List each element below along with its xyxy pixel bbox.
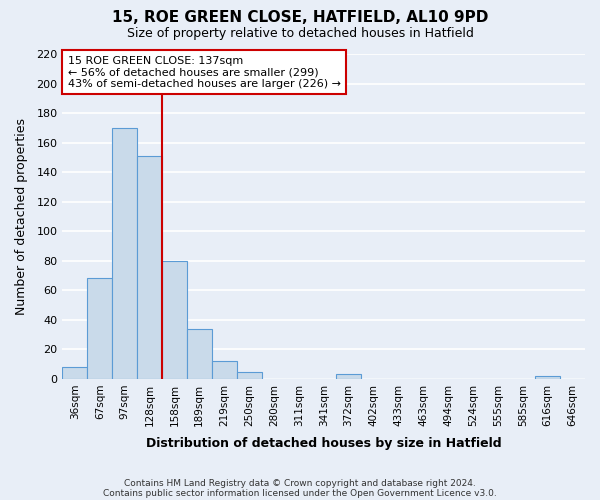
- Text: Contains public sector information licensed under the Open Government Licence v3: Contains public sector information licen…: [103, 488, 497, 498]
- Y-axis label: Number of detached properties: Number of detached properties: [15, 118, 28, 315]
- Bar: [187, 328, 212, 379]
- Bar: [62, 367, 88, 379]
- Bar: [137, 156, 162, 379]
- Bar: [212, 361, 236, 379]
- Bar: [162, 261, 187, 379]
- Bar: [112, 128, 137, 379]
- Text: Contains HM Land Registry data © Crown copyright and database right 2024.: Contains HM Land Registry data © Crown c…: [124, 478, 476, 488]
- Bar: [236, 372, 262, 379]
- Text: Size of property relative to detached houses in Hatfield: Size of property relative to detached ho…: [127, 28, 473, 40]
- Bar: [336, 374, 361, 379]
- X-axis label: Distribution of detached houses by size in Hatfield: Distribution of detached houses by size …: [146, 437, 502, 450]
- Text: 15 ROE GREEN CLOSE: 137sqm
← 56% of detached houses are smaller (299)
43% of sem: 15 ROE GREEN CLOSE: 137sqm ← 56% of deta…: [68, 56, 341, 89]
- Bar: [535, 376, 560, 379]
- Text: 15, ROE GREEN CLOSE, HATFIELD, AL10 9PD: 15, ROE GREEN CLOSE, HATFIELD, AL10 9PD: [112, 10, 488, 25]
- Bar: [88, 278, 112, 379]
